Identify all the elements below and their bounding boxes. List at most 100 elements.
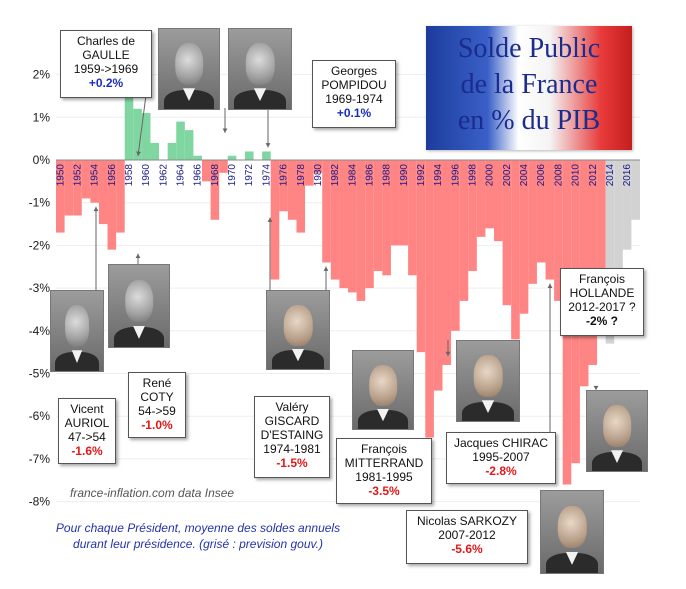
- president-box-coty: René COTY 54->59 -1.0%: [128, 372, 186, 438]
- president-name-line: Jacques CHIRAC: [453, 436, 549, 450]
- bar: [270, 160, 280, 280]
- bar: [81, 160, 91, 199]
- x-tick-label: 1998: [468, 164, 479, 187]
- bar: [631, 160, 640, 220]
- bar: [365, 160, 374, 289]
- x-tick-label: 2010: [571, 164, 582, 187]
- bar: [511, 160, 520, 340]
- note-line: Pour chaque Président, moyenne des solde…: [55, 521, 341, 535]
- bar: [133, 108, 142, 160]
- sarkozy-photo: [540, 490, 604, 574]
- y-tick-label: -3%: [29, 281, 51, 295]
- bar: [330, 160, 340, 280]
- president-term: 1974-1981: [263, 442, 321, 456]
- bar: [356, 160, 366, 301]
- bar: [184, 130, 194, 160]
- bar: [219, 160, 228, 173]
- bar: [605, 160, 615, 344]
- bar: [339, 160, 348, 289]
- x-tick-label: 1968: [210, 164, 221, 187]
- source-credit: france-inflation.com data Insee: [70, 486, 235, 500]
- bar: [622, 160, 632, 250]
- leader-arrowhead: [135, 253, 141, 259]
- x-tick-label: 1970: [227, 164, 238, 187]
- bar: [141, 113, 151, 160]
- president-average: -2% ?: [585, 314, 618, 328]
- bar: [442, 160, 452, 365]
- president-box-pompidou: Georges POMPIDOU 1969-1974 +0.1%: [312, 60, 396, 128]
- y-tick-label: -1%: [29, 196, 51, 210]
- x-tick-label: 1986: [364, 164, 375, 187]
- y-tick-label: -2%: [29, 238, 51, 252]
- president-term: 1981-1995: [355, 470, 413, 484]
- x-tick-label: 1962: [158, 164, 169, 187]
- x-tick-label: 2012: [588, 164, 599, 187]
- bar: [528, 160, 537, 284]
- y-tick-label: 2%: [33, 68, 51, 82]
- x-tick-label: 2004: [519, 164, 530, 187]
- x-tick-label: 1964: [176, 164, 187, 187]
- x-tick-label: 2000: [485, 164, 496, 187]
- bar: [107, 160, 117, 250]
- bar-series: [56, 95, 640, 485]
- y-tick-label: -6%: [29, 409, 51, 423]
- bar: [56, 160, 65, 233]
- president-name-line: Georges: [330, 64, 378, 78]
- x-tick-label: 1952: [72, 164, 83, 187]
- president-box-auriol: Vicent AURIOL 47->54 -1.6%: [58, 398, 116, 464]
- note-line: durant leur présidence. (grisé : previsi…: [73, 537, 323, 551]
- x-tick-label: 1980: [313, 164, 324, 187]
- bar: [322, 160, 331, 263]
- giscard-photo: [266, 290, 330, 370]
- president-box-giscard: Valéry GISCARD D'ESTAING 1974-1981 -1.5%: [254, 396, 330, 478]
- bar: [459, 160, 469, 301]
- x-tick-label: 1950: [55, 164, 66, 187]
- bar: [98, 160, 108, 225]
- president-box-mitterrand: François MITTERRAND 1981-1995 -3.5%: [336, 438, 432, 504]
- bar: [176, 121, 185, 160]
- x-tick-label: 2014: [605, 164, 616, 187]
- bar: [313, 160, 323, 173]
- bar: [90, 160, 99, 203]
- x-tick-label: 1978: [296, 164, 307, 187]
- president-term: 54->59: [138, 404, 176, 418]
- president-term: 1995-2007: [472, 450, 530, 464]
- bar: [64, 160, 74, 216]
- y-tick-label: 0%: [33, 153, 51, 167]
- x-tick-label: 1984: [347, 164, 358, 187]
- bar: [399, 160, 409, 246]
- bar: [494, 160, 503, 242]
- president-name-line: François: [360, 442, 407, 456]
- leader-arrowhead: [93, 206, 99, 212]
- hollande-photo: [586, 390, 648, 472]
- bar: [373, 160, 383, 272]
- leader-arrowhead: [136, 151, 141, 156]
- mitterrand-photo: [352, 350, 414, 430]
- bar: [262, 151, 271, 160]
- x-tick-label: 2002: [502, 164, 513, 187]
- bar: [554, 160, 563, 301]
- bar: [382, 160, 391, 276]
- bar: [287, 160, 297, 220]
- bar: [124, 95, 134, 160]
- president-term: 2012-2017 ?: [568, 300, 636, 314]
- president-name-line: Valéry: [275, 400, 309, 414]
- president-name-line: GISCARD: [264, 414, 320, 428]
- president-average: -1.5%: [276, 456, 308, 470]
- bar: [167, 142, 177, 160]
- bar: [296, 160, 306, 233]
- bar: [408, 160, 417, 276]
- x-tick-label: 1972: [244, 164, 255, 187]
- president-name-line: HOLLANDE: [569, 286, 635, 300]
- y-tick-label: 1%: [33, 110, 51, 124]
- president-average: -2.8%: [485, 464, 517, 478]
- president-average: -3.5%: [368, 484, 400, 498]
- leader-arrowhead: [267, 217, 273, 222]
- president-box-chirac: Jacques CHIRAC 1995-2007 -2.8%: [446, 432, 556, 484]
- title-line-3: en % du PIB: [457, 105, 601, 136]
- president-name-line: POMPIDOU: [321, 78, 387, 92]
- bar: [588, 160, 598, 365]
- bar: [468, 160, 477, 272]
- x-tick-label: 1988: [382, 164, 393, 187]
- auriol-photo: [50, 290, 104, 372]
